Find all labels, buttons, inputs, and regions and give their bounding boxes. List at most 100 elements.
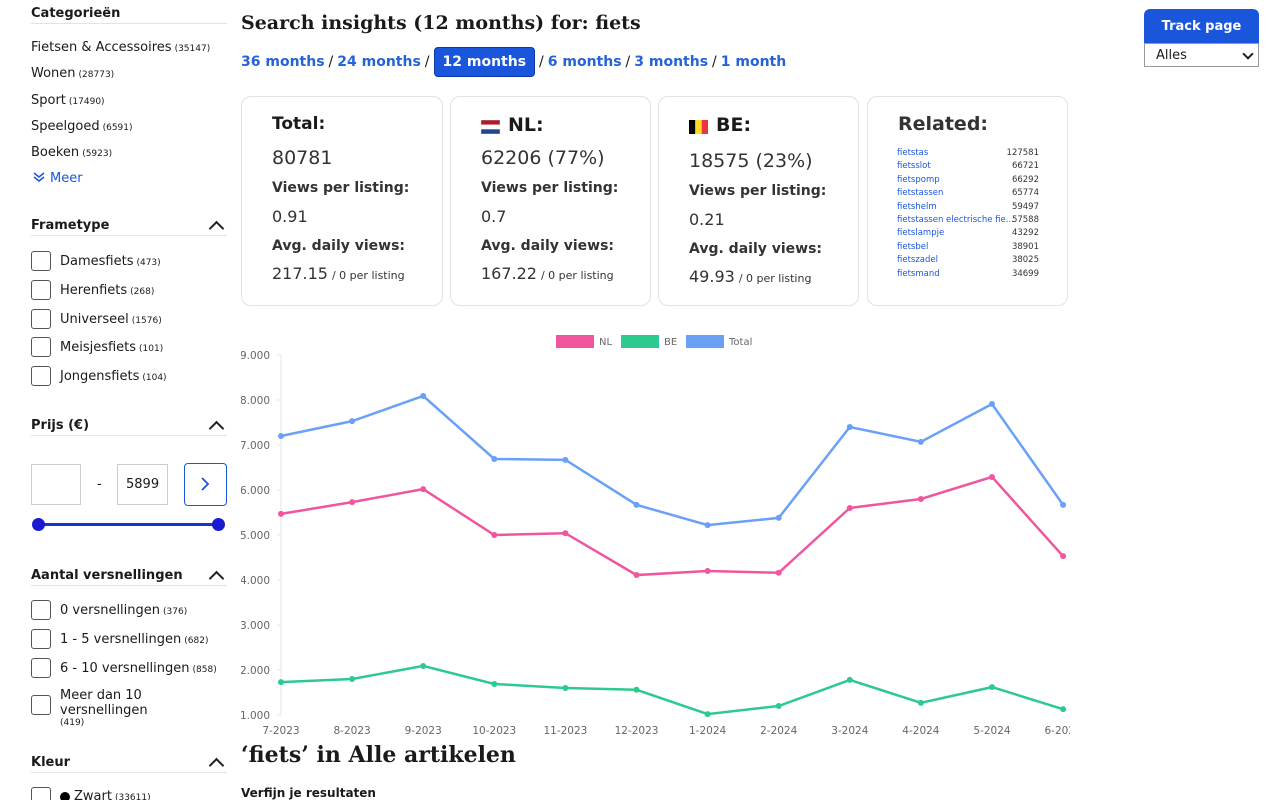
stat-card: Total: 80781 Views per listing: 0.91 Avg. da… <box>241 96 443 306</box>
checkbox[interactable] <box>31 280 51 300</box>
color-swatch <box>60 792 70 800</box>
item-name: Damesfiets <box>60 254 134 269</box>
filter-item[interactable]: Zwart (33611) <box>74 789 151 800</box>
related-item[interactable]: fietszadel 38025 <box>897 255 1039 266</box>
slider-handle[interactable] <box>32 518 45 531</box>
related-item[interactable]: fietsmand 34699 <box>897 269 1039 280</box>
y-tick-label: 1.000 <box>241 710 270 722</box>
more-link[interactable]: Meer <box>33 171 83 186</box>
period-link[interactable]: 1 month <box>720 54 787 70</box>
checkbox[interactable] <box>31 337 51 357</box>
related-name: fietslampje <box>897 228 945 239</box>
filter-item[interactable]: Jongensfiets (104) <box>60 369 167 384</box>
per-listing: / 0 per listing <box>738 272 812 285</box>
price-max[interactable]: 5899 <box>117 464 168 505</box>
filter-item[interactable]: 0 versnellingen (376) <box>60 603 187 618</box>
checkbox[interactable] <box>31 787 51 800</box>
checkbox[interactable] <box>31 600 51 620</box>
x-tick-label: 10-2023 <box>472 725 516 737</box>
related-item[interactable]: fietstas 127581 <box>897 148 1039 159</box>
related-item[interactable]: fietslampje 43292 <box>897 228 1039 239</box>
data-point <box>989 473 995 480</box>
related-name: fietszadel <box>897 255 939 266</box>
related-item[interactable]: fietstassen electrische fie... 57588 <box>897 215 1039 226</box>
price-min[interactable] <box>31 464 81 505</box>
checkbox[interactable] <box>31 658 51 678</box>
item-name: Meisjesfiets <box>60 340 137 355</box>
price-submit[interactable] <box>184 463 227 506</box>
vpl-value: 0.21 <box>689 210 725 229</box>
related-count: 43292 <box>1011 228 1039 239</box>
divider <box>31 435 227 436</box>
y-tick-label: 5.000 <box>241 530 270 542</box>
filter-item[interactable]: Herenfiets (268) <box>60 283 154 298</box>
filter-item[interactable]: Meer dan 10 versnellingen (419) <box>60 688 230 728</box>
y-tick-label: 8.000 <box>241 395 270 407</box>
item-count: (858) <box>192 665 217 675</box>
related-count: 38025 <box>1011 255 1039 266</box>
period-link[interactable]: 6 months <box>547 54 622 70</box>
checkbox[interactable] <box>31 695 51 715</box>
legend-swatch <box>621 335 659 348</box>
period-link[interactable]: 36 months <box>241 54 325 70</box>
data-point <box>349 499 356 506</box>
related-item[interactable]: fietsbel 38901 <box>897 242 1039 253</box>
stat-card: NL: 62206 (77%) Views per listing: 0.7 Avg. … <box>450 96 651 306</box>
related-item[interactable]: fietshelm 59497 <box>897 202 1039 213</box>
filter-item[interactable]: 1 - 5 versnellingen (682) <box>60 632 208 647</box>
related-item[interactable]: fietstassen 65774 <box>897 188 1039 199</box>
price-slider[interactable] <box>38 523 218 526</box>
slider-handle[interactable] <box>212 518 225 531</box>
checkbox[interactable] <box>31 629 51 649</box>
data-point <box>491 532 498 538</box>
related-count: 65774 <box>1011 188 1039 199</box>
filter-item[interactable]: Sport (17490) <box>31 93 105 108</box>
related-item[interactable]: fietspomp 66292 <box>897 175 1039 186</box>
vpl-label: Views per listing: <box>481 180 619 196</box>
adv-label: Avg. daily views: <box>272 238 406 254</box>
filter-item[interactable]: Boeken (5923) <box>31 145 112 160</box>
x-tick-label: 7-2023 <box>262 725 299 737</box>
item-count: (6591) <box>102 123 133 133</box>
related-title: Related: <box>898 113 989 135</box>
filter-item[interactable]: Speelgoed (6591) <box>31 119 133 134</box>
legend-label: BE <box>664 337 677 348</box>
data-point <box>491 680 498 687</box>
data-point <box>562 530 569 537</box>
separator: / <box>539 54 544 70</box>
filter-item[interactable]: Fietsen & Accessoires (35147) <box>31 40 210 55</box>
select[interactable]: Alles <box>1144 43 1259 67</box>
track-button[interactable]: Track page <box>1144 9 1259 43</box>
period-link[interactable]: 3 months <box>634 54 709 70</box>
filter-item[interactable]: 6 - 10 versnellingen (858) <box>60 661 217 676</box>
collapse-icon[interactable] <box>208 220 225 237</box>
filter-item[interactable]: Damesfiets (473) <box>60 254 161 269</box>
collapse-icon[interactable] <box>208 420 225 437</box>
card-value: 18575 (23%) <box>689 150 813 172</box>
filter-item[interactable]: Wonen (28773) <box>31 66 114 81</box>
separator: / <box>625 54 631 70</box>
related-item[interactable]: fietsslot 66721 <box>897 161 1039 172</box>
section-title: Aantal versnellingen <box>31 568 183 583</box>
filter-item[interactable]: Universeel (1576) <box>60 312 162 327</box>
related-count: 59497 <box>1011 201 1039 212</box>
filter-item[interactable]: Meisjesfiets (101) <box>60 340 163 355</box>
period-links: 36 months/24 months/12 months/6 months/3… <box>241 47 786 77</box>
card-value: 62206 (77%) <box>481 147 605 169</box>
period-active[interactable]: 12 months <box>433 47 536 77</box>
flag-nl <box>481 120 500 134</box>
divider <box>31 23 227 24</box>
checkbox[interactable] <box>31 309 51 329</box>
data-point <box>562 456 569 463</box>
collapse-icon[interactable] <box>208 757 225 774</box>
checkbox[interactable] <box>31 251 51 271</box>
collapse-icon[interactable] <box>208 570 225 587</box>
data-point <box>704 522 711 529</box>
checkbox[interactable] <box>31 366 51 386</box>
x-tick-label: 11-2023 <box>543 725 587 737</box>
adv-label: Avg. daily views: <box>689 241 823 257</box>
period-link[interactable]: 24 months <box>337 54 421 70</box>
item-count: (28773) <box>78 70 115 80</box>
item-count: (5923) <box>82 149 113 159</box>
